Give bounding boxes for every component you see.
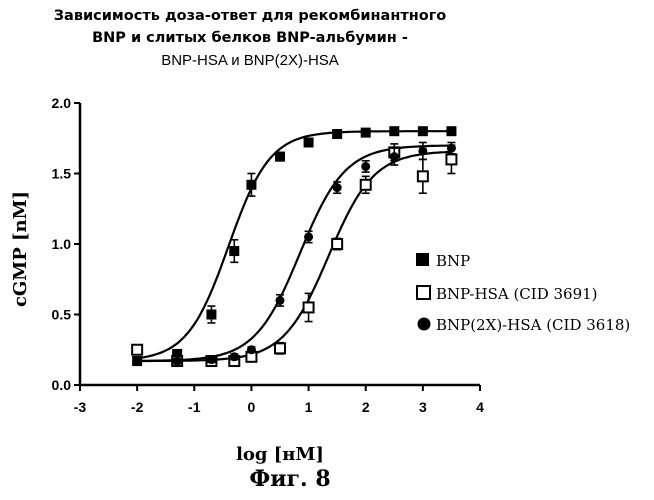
y-axis-label: cGMP [nM]: [10, 191, 31, 307]
fit-curve-series-2: [137, 152, 451, 361]
fit-curve-series-3: [137, 146, 451, 361]
y-tick-label: 1.0: [52, 236, 72, 252]
data-point-bnp2x-hsa: [418, 146, 427, 155]
data-point-bnp-hsa: [304, 302, 314, 312]
data-point-bnp2x-hsa: [447, 144, 456, 153]
data-point-bnp: [206, 310, 216, 320]
data-point-bnp: [418, 126, 428, 136]
data-point-bnp2x-hsa: [333, 183, 342, 192]
data-point-bnp2x-hsa: [304, 232, 313, 241]
data-point-bnp: [446, 126, 456, 136]
data-point-bnp: [389, 126, 399, 136]
x-tick-label: -2: [131, 399, 144, 415]
x-axis-label: log [нМ]: [236, 444, 324, 465]
x-tick-label: -1: [188, 399, 201, 415]
x-tick-label: 3: [419, 399, 427, 415]
data-point-bnp-hsa: [446, 154, 456, 164]
data-point-bnp: [246, 180, 256, 190]
data-point-bnp2x-hsa: [247, 345, 256, 354]
y-tick-label: 0.0: [52, 377, 72, 393]
data-point-bnp-hsa: [361, 180, 371, 190]
data-point-bnp-hsa: [275, 343, 285, 353]
y-tick-label: 1.5: [52, 166, 72, 182]
data-point-bnp-hsa: [132, 345, 142, 355]
y-tick-label: 2.0: [52, 95, 72, 111]
data-point-bnp2x-hsa: [230, 352, 239, 361]
data-point-bnp2x-hsa: [390, 152, 399, 161]
data-point-bnp2x-hsa: [207, 355, 216, 364]
legend-marker-bnp-hsa: [417, 286, 430, 299]
data-point-bnp: [275, 152, 285, 162]
data-point-bnp2x-hsa: [173, 357, 182, 366]
x-tick-label: 2: [362, 399, 370, 415]
data-point-bnp: [229, 246, 239, 256]
x-tick-label: 4: [476, 399, 484, 415]
data-point-bnp2x-hsa: [361, 162, 370, 171]
legend-marker-bnp: [416, 253, 429, 266]
data-point-bnp: [304, 137, 314, 147]
legend-marker-bnp2x-hsa: [418, 318, 431, 331]
data-point-bnp2x-hsa: [276, 296, 285, 305]
data-point-bnp: [332, 129, 342, 139]
data-point-bnp: [361, 128, 371, 138]
legend-label-3: BNP(2X)-HSA (CID 3618): [436, 316, 630, 334]
legend-label-1: BNP: [436, 252, 470, 270]
legend-label-2: BNP-HSA (CID 3691): [436, 285, 598, 303]
data-point-bnp-hsa: [418, 171, 428, 181]
data-point-bnp2x-hsa: [133, 357, 142, 366]
x-tick-label: 0: [248, 399, 256, 415]
x-tick-label: 1: [305, 399, 313, 415]
figure-label: Фиг. 8: [0, 466, 580, 492]
y-tick-label: 0.5: [52, 307, 72, 323]
x-tick-label: -3: [74, 399, 87, 415]
data-point-bnp-hsa: [332, 239, 342, 249]
